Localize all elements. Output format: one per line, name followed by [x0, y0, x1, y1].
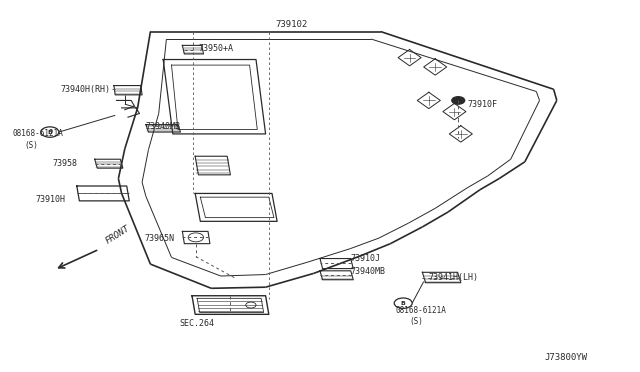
Text: (S): (S): [410, 317, 424, 326]
Text: 08168-6121A: 08168-6121A: [396, 306, 446, 315]
Text: SEC.264: SEC.264: [179, 319, 214, 328]
Text: 73950+A: 73950+A: [198, 44, 234, 53]
Circle shape: [452, 97, 465, 104]
Text: 73940MB: 73940MB: [351, 267, 386, 276]
Text: (S): (S): [24, 141, 38, 150]
Text: 73940MB: 73940MB: [146, 122, 181, 131]
Text: 73958: 73958: [52, 159, 77, 168]
Text: J73800YW: J73800YW: [545, 353, 588, 362]
Text: 73910J: 73910J: [351, 254, 381, 263]
Text: 73910H: 73910H: [35, 195, 65, 203]
Text: 73941H(LH): 73941H(LH): [429, 273, 479, 282]
Text: B: B: [401, 301, 406, 306]
Text: B: B: [47, 129, 52, 135]
Text: 73910F: 73910F: [467, 100, 497, 109]
Text: 08168-6121A: 08168-6121A: [13, 129, 63, 138]
Text: 73940H(RH): 73940H(RH): [61, 85, 111, 94]
Text: 73965N: 73965N: [144, 234, 174, 243]
Text: FRONT: FRONT: [104, 224, 132, 246]
Text: 739102: 739102: [275, 20, 307, 29]
